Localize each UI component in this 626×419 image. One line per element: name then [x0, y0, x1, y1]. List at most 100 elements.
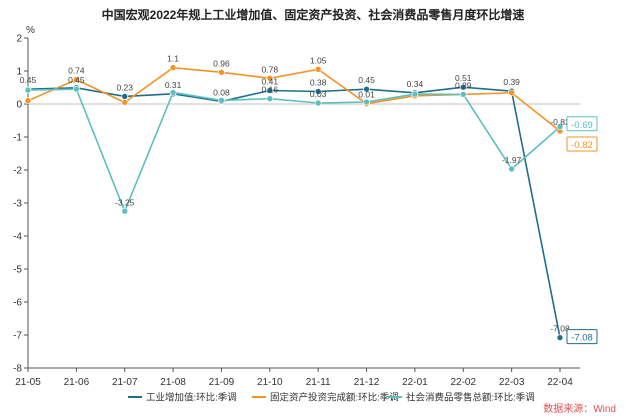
y-tick-label: -5 [13, 265, 22, 276]
x-tick-label: 21-10 [257, 377, 283, 388]
data-point [508, 89, 515, 97]
data-point [169, 64, 177, 71]
data-label: 0.34 [407, 79, 424, 89]
data-label: 0.74 [68, 66, 85, 76]
data-label: 0.38 [310, 77, 327, 87]
data-point [121, 207, 129, 215]
x-tick-label: 21-05 [15, 377, 41, 388]
y-tick-label: -4 [13, 232, 22, 243]
x-tick-label: 21-08 [160, 377, 186, 388]
legend: 工业增加值:环比:季调 固定资产投资完成额:环比:季调 社会消费品零售总额:环比:季… [128, 392, 535, 404]
data-label: -7.08 [550, 324, 570, 334]
data-label: 0.51 [455, 73, 472, 83]
data-point [73, 85, 80, 93]
y-unit-label: % [26, 25, 35, 36]
series-line [27, 86, 561, 338]
data-point [121, 93, 129, 100]
end-label: -0.69 [566, 116, 598, 132]
data-label: 0.78 [262, 64, 279, 74]
data-point [556, 334, 564, 341]
data-label: 0.41 [262, 76, 279, 86]
data-label: 0.45 [20, 75, 37, 85]
data-point [556, 123, 564, 131]
end-label: -0.82 [566, 136, 598, 152]
x-tick-label: 21-07 [112, 377, 138, 388]
x-tick-label: 22-01 [402, 377, 428, 388]
legend-item: 固定资产投资完成额:环比:季调 [252, 392, 399, 404]
data-point [218, 97, 225, 104]
data-label: 0.29 [455, 80, 472, 90]
series-lines [24, 64, 564, 341]
data-label: -3.25 [115, 197, 135, 207]
legend-label: 工业增加值:环比:季调 [146, 392, 237, 404]
data-point [266, 87, 274, 94]
x-tick-label: 22-02 [450, 377, 476, 388]
end-label-box [566, 136, 598, 152]
data-point [266, 95, 274, 103]
y-tick-label: 1 [16, 67, 22, 78]
legend-label: 固定资产投资完成额:环比:季调 [270, 392, 399, 404]
data-label: -0.82 [550, 117, 570, 127]
chart-title: 中国宏观2022年规上工业增加值、固定资产投资、社会消费品零售月度环比增速 [102, 7, 525, 22]
data-label: 0.39 [503, 77, 520, 87]
data-point [121, 99, 129, 106]
x-tick-label: 21-09 [209, 377, 235, 388]
legend-item: 工业增加值:环比:季调 [128, 392, 237, 404]
end-label-text: -7.08 [571, 333, 593, 344]
series-line [27, 88, 561, 214]
data-point [363, 98, 370, 106]
series-3 [24, 85, 564, 215]
data-point [363, 85, 370, 93]
data-label: 0.96 [213, 58, 230, 68]
y-tick-label: -7 [13, 331, 22, 342]
data-label: 1.1 [167, 54, 179, 64]
x-tick-label: 21-12 [354, 377, 380, 388]
x-tick-label: 21-11 [306, 377, 331, 388]
x-tick-label: 21-06 [64, 377, 90, 388]
data-label: 0.31 [165, 80, 182, 90]
data-point [459, 83, 467, 91]
y-tick-label: 2 [16, 34, 22, 45]
y-tick-label: -8 [13, 364, 22, 375]
end-label: -7.08 [566, 329, 598, 345]
data-label: 0.03 [310, 89, 327, 99]
data-point [314, 99, 322, 107]
data-point [314, 66, 322, 73]
x-tick-label: 22-04 [547, 377, 573, 388]
y-tick-label: 0 [16, 100, 22, 111]
y-tick-label: -3 [13, 199, 22, 210]
end-label-box [566, 329, 598, 345]
series-line [27, 66, 561, 132]
x-tick-label: 22-03 [499, 377, 525, 388]
data-label: 0.45 [68, 75, 85, 85]
data-label: 0.23 [116, 82, 133, 92]
data-point [508, 165, 515, 173]
data-point [314, 88, 322, 95]
data-label: 0.01 [358, 90, 375, 100]
data-label: -1.97 [502, 155, 522, 165]
data-labels: 0.45 0.23 0.31 0.08 0.41 0.38 0.45 0.34 0.51 0.39… [20, 54, 598, 345]
end-label-text: -0.69 [571, 120, 593, 131]
data-point [24, 86, 32, 94]
y-tick-label: -6 [13, 298, 22, 309]
data-point [73, 76, 80, 83]
end-label-box [566, 116, 598, 132]
axes: 2 1 0 -1 -2 -3 -4 -5 -6 -7 -8 21-05 21-06 21-07 21-08 2… [13, 34, 580, 388]
data-label: 0.08 [213, 87, 230, 97]
data-point [218, 69, 225, 76]
data-point [169, 89, 177, 96]
legend-label: 社会消费品零售总额:环比:季调 [406, 392, 535, 404]
data-point [266, 74, 274, 82]
y-tick-label: -1 [13, 133, 22, 144]
data-label: 0.16 [262, 85, 279, 95]
source-note: 数据来源：Wind [543, 402, 616, 415]
data-point [411, 90, 419, 98]
y-tick-label: -2 [13, 166, 22, 177]
data-label: 1.05 [310, 55, 327, 65]
legend-item: 社会消费品零售总额:环比:季调 [388, 392, 535, 404]
data-point [459, 91, 467, 98]
data-point [24, 97, 32, 104]
end-label-text: -0.82 [571, 140, 593, 151]
